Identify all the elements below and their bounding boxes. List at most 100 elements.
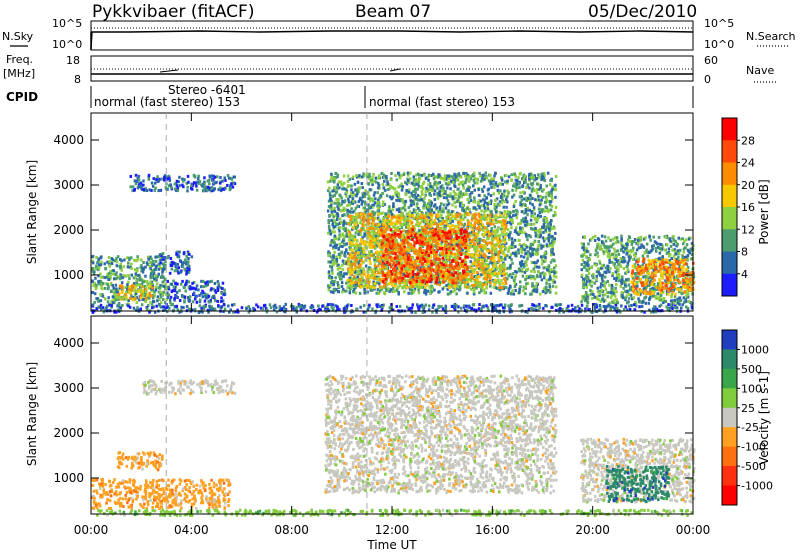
power-echo-cell	[224, 178, 227, 182]
power-echo-cell	[502, 251, 505, 255]
power-echo-cell	[361, 236, 364, 240]
power-echo-cell	[336, 216, 339, 219]
power-echo-cell	[452, 272, 456, 276]
power-echo-cell	[508, 210, 512, 214]
power-echo-cell	[141, 294, 145, 298]
power-echo-cell	[329, 284, 332, 288]
power-echo-cell	[357, 200, 361, 203]
power-echo-cell	[369, 206, 372, 209]
power-echo-cell	[356, 265, 360, 269]
power-echo-cell	[130, 262, 133, 266]
power-echo-cell	[492, 214, 496, 218]
power-echo-cell	[380, 287, 384, 291]
power-echo-cell	[467, 179, 471, 183]
power-echo-cell	[197, 288, 200, 292]
power-echo-cell	[522, 242, 526, 246]
power-echo-cell	[532, 286, 536, 290]
power-echo-cell	[430, 290, 434, 294]
power-echo-cell	[368, 188, 372, 192]
power-echo-cell	[417, 234, 420, 238]
power-echo-cell	[433, 198, 437, 201]
power-echo-cell	[363, 200, 366, 204]
power-echo-cell	[488, 261, 492, 265]
power-echo-cell	[550, 268, 553, 272]
power-echo-cell	[115, 260, 119, 264]
power-echo-cell	[350, 238, 353, 242]
power-echo-cell	[512, 205, 516, 209]
power-echo-cell	[514, 289, 517, 292]
power-echo-cell	[431, 189, 434, 193]
power-echo-cell	[473, 288, 476, 292]
power-echo-cell	[539, 228, 542, 231]
power-echo-cell	[510, 173, 513, 177]
power-echo-cell	[150, 264, 154, 267]
power-echo-cell	[520, 250, 524, 254]
power-echo-cell	[477, 193, 481, 197]
power-echo-cell	[480, 248, 483, 252]
power-echo-cell	[488, 217, 491, 221]
power-echo-cell	[494, 181, 498, 185]
power-echo-cell	[549, 290, 552, 294]
power-echo-cell	[356, 180, 360, 184]
power-echo-cell	[520, 219, 523, 222]
power-echo-cell	[379, 194, 382, 198]
power-echo-cell	[501, 198, 504, 202]
power-echo-cell	[330, 172, 333, 176]
power-echo-cell	[393, 258, 396, 262]
power-echo-cell	[101, 294, 105, 298]
power-echo-cell	[522, 190, 525, 194]
power-echo-cell	[498, 210, 502, 214]
power-echo-cell	[513, 285, 517, 289]
power-echo-cell	[350, 184, 353, 188]
power-echo-cell	[514, 185, 517, 189]
power-echo-cell	[426, 223, 430, 227]
power-echo-cell	[409, 288, 413, 292]
power-echo-cell	[161, 292, 164, 296]
power-echo-cell	[422, 206, 425, 210]
power-echo-cell	[135, 259, 138, 263]
power-echo-cell	[412, 226, 415, 230]
power-echo-cell	[375, 258, 378, 262]
power-echo-cell	[160, 267, 163, 270]
freq-tick-bottom: 8	[74, 73, 81, 86]
power-echo-cell	[508, 265, 512, 269]
power-echo-cell	[412, 195, 416, 199]
power-echo-cell	[358, 284, 362, 288]
power-echo-cell	[532, 176, 536, 180]
power-echo-cell	[432, 172, 435, 176]
power-echo-cell	[192, 291, 196, 295]
power-echo-cell	[333, 237, 336, 241]
power-echo-cell	[441, 281, 444, 285]
power-echo-cell	[506, 254, 509, 258]
power-echo-cell	[438, 173, 441, 177]
power-echo-cell	[332, 263, 335, 267]
power-echo-cell	[327, 219, 330, 222]
power-echo-cell	[107, 256, 111, 259]
power-echo-cell	[439, 222, 442, 226]
power-echo-cell	[175, 179, 179, 183]
power-echo-cell	[550, 270, 554, 273]
power-echo-cell	[529, 274, 532, 278]
power-echo-cell	[477, 242, 480, 245]
power-echo-cell	[533, 174, 537, 178]
power-echo-cell	[435, 206, 439, 210]
power-echo-cell	[330, 201, 333, 205]
power-echo-cell	[526, 183, 530, 187]
power-echo-cell	[336, 267, 340, 271]
power-echo-cell	[419, 195, 422, 199]
power-echo-cell	[373, 212, 376, 216]
power-echo-cell	[535, 274, 539, 278]
power-echo-cell	[385, 258, 389, 262]
power-echo-cell	[150, 276, 153, 279]
power-echo-cell	[391, 283, 394, 287]
power-echo-cell	[480, 209, 483, 213]
freq-label-1: Freq.	[6, 53, 33, 66]
power-echo-cell	[527, 174, 531, 178]
power-echo-cell	[498, 200, 502, 204]
power-echo-cell	[473, 215, 477, 219]
power-echo-cell	[500, 194, 503, 198]
power-echo-cell	[463, 215, 467, 219]
power-echo-cell	[372, 256, 376, 260]
power-echo-cell	[162, 290, 165, 294]
power-echo-cell	[525, 185, 528, 189]
